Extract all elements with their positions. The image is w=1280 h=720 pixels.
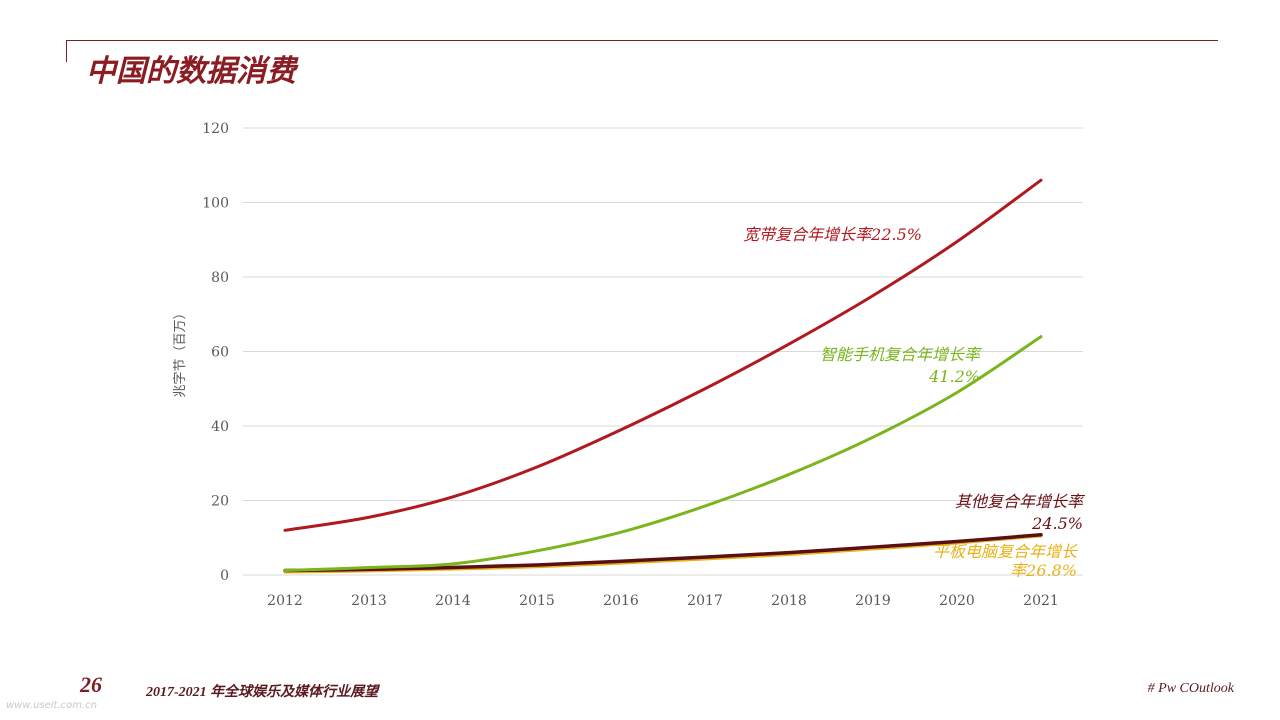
- series-label-smartphone-1: 41.2%: [928, 367, 980, 386]
- watermark: www.useit.com.cn: [6, 700, 98, 711]
- y-axis-label: 兆字节（百万）: [173, 306, 188, 397]
- x-tick-label-2016: 2016: [603, 593, 639, 609]
- footer-hashtag: # Pw COutlook: [1147, 681, 1234, 696]
- y-tick-label-40: 40: [211, 419, 229, 435]
- y-tick-label-120: 120: [202, 121, 229, 137]
- x-tick-label-2020: 2020: [939, 593, 975, 609]
- frame-left-line: [66, 40, 67, 62]
- page-number: 26: [80, 672, 102, 697]
- x-tick-label-2017: 2017: [687, 593, 723, 609]
- frame-top-line: [66, 40, 1218, 41]
- x-tick-label-2018: 2018: [771, 593, 807, 609]
- series-label-tablet-1: 率26.8%: [1010, 561, 1077, 580]
- y-tick-label-100: 100: [202, 196, 229, 212]
- x-tick-label-2013: 2013: [351, 593, 387, 609]
- series-line-other: [283, 533, 1043, 573]
- footer-report-title: 2017-2021 年全球娱乐及媒体行业展望: [146, 685, 379, 700]
- y-tick-label-0: 0: [220, 568, 229, 584]
- x-tick-label-2021: 2021: [1023, 593, 1059, 609]
- series-label-tablet-0: 平板电脑复合年增长: [933, 542, 1078, 561]
- x-tick-label-2015: 2015: [519, 593, 555, 609]
- series-label-other-0: 其他复合年增长率: [955, 492, 1086, 511]
- series-label-broadband-0: 宽带复合年增长率22.5%: [743, 225, 922, 244]
- series-line-broadband: [283, 178, 1043, 532]
- series-label-other-1: 24.5%: [1031, 514, 1083, 533]
- y-tick-label-20: 20: [211, 494, 229, 510]
- x-tick-label-2019: 2019: [855, 593, 891, 609]
- page-title: 中国的数据消费: [86, 54, 296, 89]
- y-tick-label-80: 80: [211, 270, 229, 286]
- x-tick-label-2012: 2012: [267, 593, 303, 609]
- y-tick-label-60: 60: [211, 345, 229, 361]
- x-tick-label-2014: 2014: [435, 593, 471, 609]
- series-line-smartphone: [283, 335, 1043, 573]
- series-label-smartphone-0: 智能手机复合年增长率: [820, 345, 983, 364]
